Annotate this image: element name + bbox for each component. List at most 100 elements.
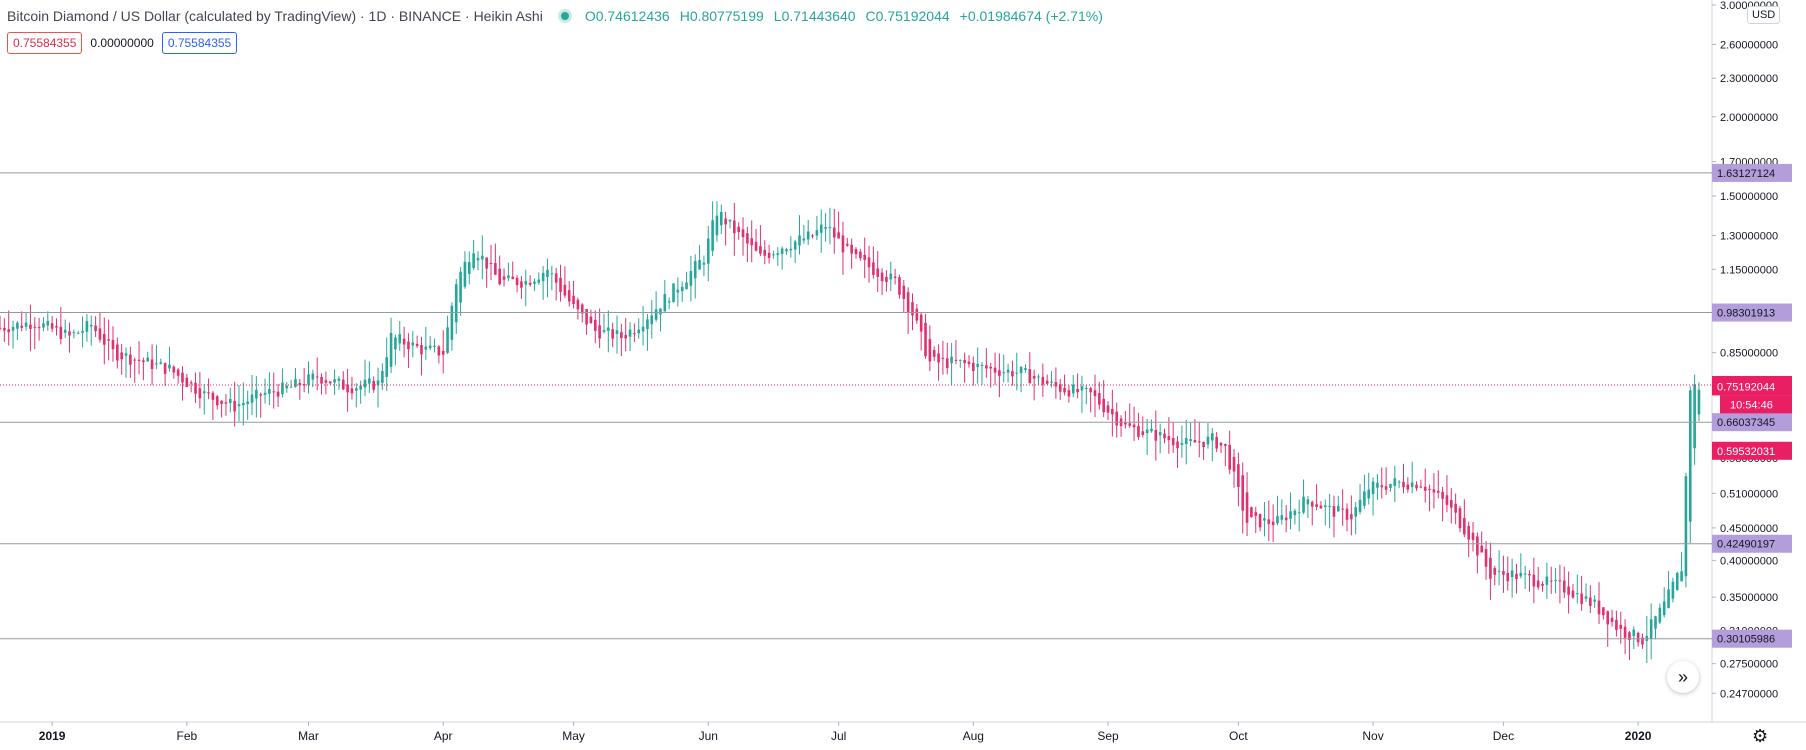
candle-body xyxy=(507,275,510,279)
candle-body xyxy=(1458,508,1462,529)
candle-body xyxy=(1254,512,1258,516)
candle-body xyxy=(702,262,706,265)
candle-body xyxy=(307,374,310,385)
candle-body xyxy=(407,341,410,350)
candle-body xyxy=(24,322,28,327)
x-tick-label: May xyxy=(562,729,585,743)
candle-body xyxy=(1428,488,1431,490)
candle-body xyxy=(1684,476,1688,577)
candle-body xyxy=(372,381,375,390)
value-red-box[interactable]: 0.75584355 xyxy=(7,32,83,54)
candle-body xyxy=(1602,607,1605,616)
candle-body xyxy=(242,402,245,406)
candle-body xyxy=(893,276,897,278)
candle-body xyxy=(811,235,814,237)
candle-body xyxy=(1415,484,1418,489)
candle-body xyxy=(16,322,19,329)
candle-body xyxy=(189,382,193,384)
candle-body xyxy=(654,309,658,320)
candle-body xyxy=(520,281,523,288)
candle-body xyxy=(102,333,106,345)
candle-body xyxy=(1050,381,1053,383)
price-label: 10:54:46 xyxy=(1730,399,1773,411)
candle-body xyxy=(346,384,349,393)
y-tick-label: 2.30000000 xyxy=(1720,73,1778,85)
x-tick-label: Jul xyxy=(831,729,846,743)
candle-body xyxy=(250,394,254,403)
candle-body xyxy=(1189,439,1192,442)
x-tick-label: Oct xyxy=(1229,729,1248,743)
x-tick-label: Sep xyxy=(1097,729,1119,743)
scroll-to-realtime-button[interactable]: » xyxy=(1667,661,1699,693)
candle-body xyxy=(185,377,189,388)
candle-body xyxy=(559,277,562,292)
candle-body xyxy=(276,391,280,397)
candle-body xyxy=(898,277,901,295)
candle-body xyxy=(1015,372,1019,374)
candle-body xyxy=(1271,521,1275,526)
candle-body xyxy=(1067,390,1071,397)
candle-body xyxy=(1332,506,1336,517)
candle-body xyxy=(3,327,6,331)
candle-body xyxy=(611,329,614,339)
candle-body xyxy=(359,385,362,390)
candle-body xyxy=(1132,424,1136,428)
x-tick-label: Dec xyxy=(1493,729,1514,743)
symbol-title[interactable]: Bitcoin Diamond / US Dollar (calculated … xyxy=(7,8,543,24)
candle-body xyxy=(1371,481,1375,495)
candle-body xyxy=(958,359,962,361)
candle-body xyxy=(42,323,45,328)
candle-body xyxy=(1636,632,1640,643)
market-status-dot-icon xyxy=(560,12,569,20)
candle-body xyxy=(324,380,328,383)
candle-body xyxy=(402,338,406,345)
candle-body xyxy=(607,327,610,331)
candle-body xyxy=(1289,511,1292,519)
candle-body xyxy=(1263,518,1266,521)
candle-body xyxy=(854,249,858,255)
candle-body xyxy=(1032,376,1036,379)
candle-body xyxy=(0,327,2,329)
candle-body xyxy=(1476,536,1479,556)
candle-body xyxy=(207,392,210,394)
candle-body xyxy=(107,339,110,341)
candle-body xyxy=(1093,390,1097,397)
candle-body xyxy=(1237,464,1240,487)
candle-body xyxy=(1593,599,1596,602)
candle-body xyxy=(802,238,806,241)
level-label: 1.63127124 xyxy=(1717,168,1775,180)
candle-body xyxy=(972,362,975,371)
settings-button[interactable]: ⚙ xyxy=(1752,726,1768,747)
candle-body xyxy=(481,255,484,260)
candle-body xyxy=(1141,431,1145,435)
candle-body xyxy=(1554,579,1557,581)
candle-body xyxy=(585,308,588,325)
currency-badge[interactable]: USD xyxy=(1747,6,1781,24)
candle-body xyxy=(685,282,688,289)
candle-body xyxy=(1497,570,1501,572)
candle-body xyxy=(85,321,89,332)
candle-body xyxy=(155,363,158,365)
candle-body xyxy=(1654,616,1657,629)
candle-body xyxy=(1302,496,1305,513)
y-tick-label: 0.27500000 xyxy=(1720,659,1778,671)
level-label-bg xyxy=(1712,534,1792,553)
candle-body xyxy=(454,284,458,323)
candle-body xyxy=(1484,549,1488,567)
candle-body xyxy=(680,286,684,292)
candle-body xyxy=(1098,393,1101,405)
candle-body xyxy=(237,404,241,407)
candle-body xyxy=(1224,444,1227,446)
candle-body xyxy=(467,262,471,274)
candle-body xyxy=(302,383,306,386)
candle-body xyxy=(1154,430,1158,441)
candle-body xyxy=(1380,485,1384,488)
candle-body xyxy=(159,362,163,364)
candle-body xyxy=(311,373,315,380)
candle-body xyxy=(1662,601,1666,615)
candle-body xyxy=(1493,568,1497,575)
candle-body xyxy=(1558,580,1562,582)
candle-body xyxy=(841,235,845,253)
value-blue-box[interactable]: 0.75584355 xyxy=(161,32,238,54)
